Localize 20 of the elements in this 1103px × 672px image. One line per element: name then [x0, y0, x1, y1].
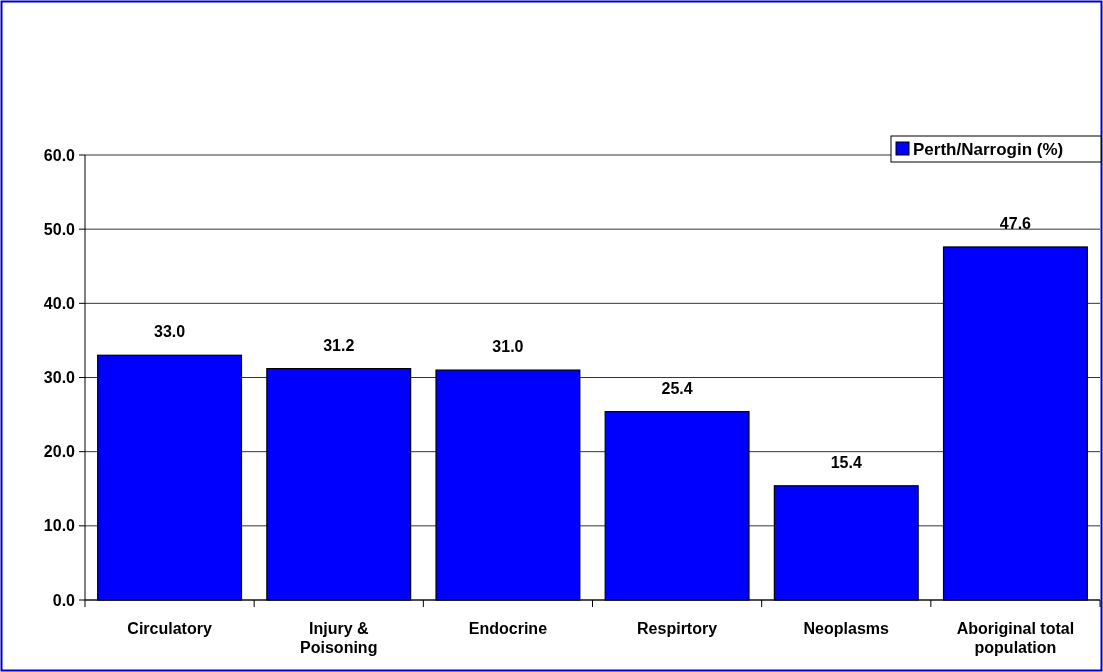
legend-label: Perth/Narrogin (%): [913, 139, 1064, 159]
y-tick-label: 30.0: [43, 369, 76, 387]
y-tick-label: 50.0: [43, 220, 76, 238]
y-tick-label: 10.0: [43, 517, 76, 535]
x-tick-label: Neoplasms: [803, 620, 890, 637]
y-tick-label: 0.0: [52, 591, 76, 609]
data-label: 15.4: [830, 453, 862, 471]
x-tick-label: Endocrine: [468, 620, 548, 637]
data-label: 33.0: [154, 323, 186, 341]
x-tick-label: Circulatory: [127, 620, 212, 637]
data-label: 31.2: [323, 336, 355, 354]
y-tick-label: 40.0: [43, 294, 76, 312]
data-label: 47.6: [999, 214, 1032, 232]
x-tick-label: Respirtory: [637, 620, 718, 637]
x-tick-label: Aboriginal total population: [956, 620, 1075, 656]
y-tick-label: 60.0: [43, 146, 76, 164]
x-tick-label: Injury & Poisoning: [300, 620, 378, 656]
data-label: 25.4: [661, 379, 693, 397]
y-tick-label: 20.0: [43, 443, 76, 461]
data-label: 31.0: [492, 338, 524, 356]
